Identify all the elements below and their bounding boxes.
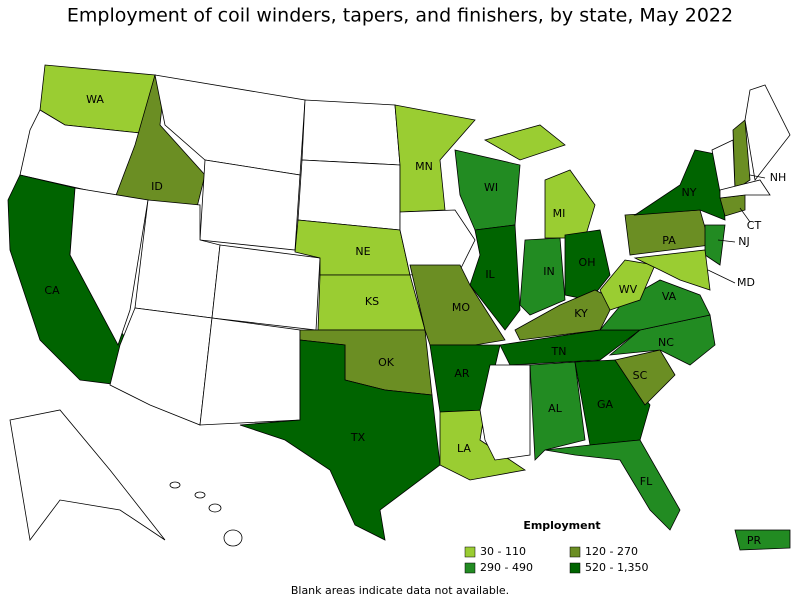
leader-lines (707, 174, 766, 284)
state (199, 159, 301, 251)
state-label: NE (355, 245, 370, 258)
state (529, 361, 586, 461)
state-label: NH (770, 171, 787, 184)
state-label: NC (658, 336, 674, 349)
state-label: TN (551, 345, 567, 358)
state (208, 503, 222, 513)
state-label: CA (44, 284, 60, 297)
state (519, 237, 566, 316)
state (469, 224, 521, 331)
state (239, 339, 441, 541)
state (194, 491, 206, 499)
state (624, 209, 711, 256)
state-label: KY (574, 307, 588, 320)
state-label: IN (543, 265, 554, 278)
legend: 30 - 110 120 - 270 290 - 490 520 - 1,350 (464, 545, 648, 574)
state-label: FL (640, 475, 653, 488)
legend-title: Employment (523, 519, 600, 532)
state (719, 194, 746, 217)
state-label: MI (553, 207, 566, 220)
note: Blank areas indicate data not available. (291, 584, 509, 597)
state-label: SC (633, 369, 648, 382)
legend-swatch (569, 562, 581, 574)
state (704, 224, 726, 266)
state (734, 529, 791, 551)
state-label: MO (452, 301, 470, 314)
state-label: PR (747, 534, 762, 547)
state (599, 259, 656, 311)
state (223, 529, 243, 547)
state (614, 349, 676, 406)
state-label: PA (662, 234, 676, 247)
state (633, 249, 711, 291)
state-label: NY (682, 186, 697, 199)
state-label: IL (485, 268, 495, 281)
state-label: MD (737, 276, 755, 289)
state-label: ID (151, 180, 163, 193)
state (211, 244, 321, 331)
state-label: CT (747, 219, 762, 232)
state (499, 329, 642, 366)
state (69, 187, 149, 346)
state (409, 264, 506, 346)
map-title: Employment of coil winders, tapers, and … (67, 5, 733, 27)
state-label: WV (619, 283, 638, 296)
legend-label: 120 - 270 (585, 545, 638, 558)
state (633, 149, 726, 221)
legend-swatch (464, 546, 476, 558)
state-label: GA (597, 398, 614, 411)
state (719, 179, 771, 199)
state (544, 439, 681, 531)
state-label: NJ (738, 235, 749, 248)
state-label: OH (579, 256, 596, 269)
state (199, 317, 301, 426)
state-label: KS (365, 295, 379, 308)
state (483, 124, 566, 161)
state-label: TX (350, 431, 366, 444)
state-label: WI (484, 181, 498, 194)
state-label: OK (378, 356, 395, 369)
legend-label: 30 - 110 (480, 545, 526, 558)
state (744, 84, 791, 181)
state (297, 159, 401, 231)
states (7, 64, 791, 551)
legend-label: 290 - 490 (480, 561, 533, 574)
state-label: MN (415, 160, 433, 173)
legend-swatch (464, 562, 476, 574)
legend-label: 520 - 1,350 (585, 561, 648, 574)
state (9, 409, 166, 541)
state (169, 481, 181, 489)
state-label: AR (454, 367, 470, 380)
legend-swatch (569, 546, 581, 558)
state (564, 229, 611, 301)
state-label: WA (86, 93, 104, 106)
state (544, 169, 596, 239)
state-label: LA (457, 442, 471, 455)
state (301, 99, 401, 166)
state-label: AL (548, 402, 563, 415)
state (109, 307, 213, 426)
state (479, 364, 531, 461)
state-label: VA (662, 290, 677, 303)
